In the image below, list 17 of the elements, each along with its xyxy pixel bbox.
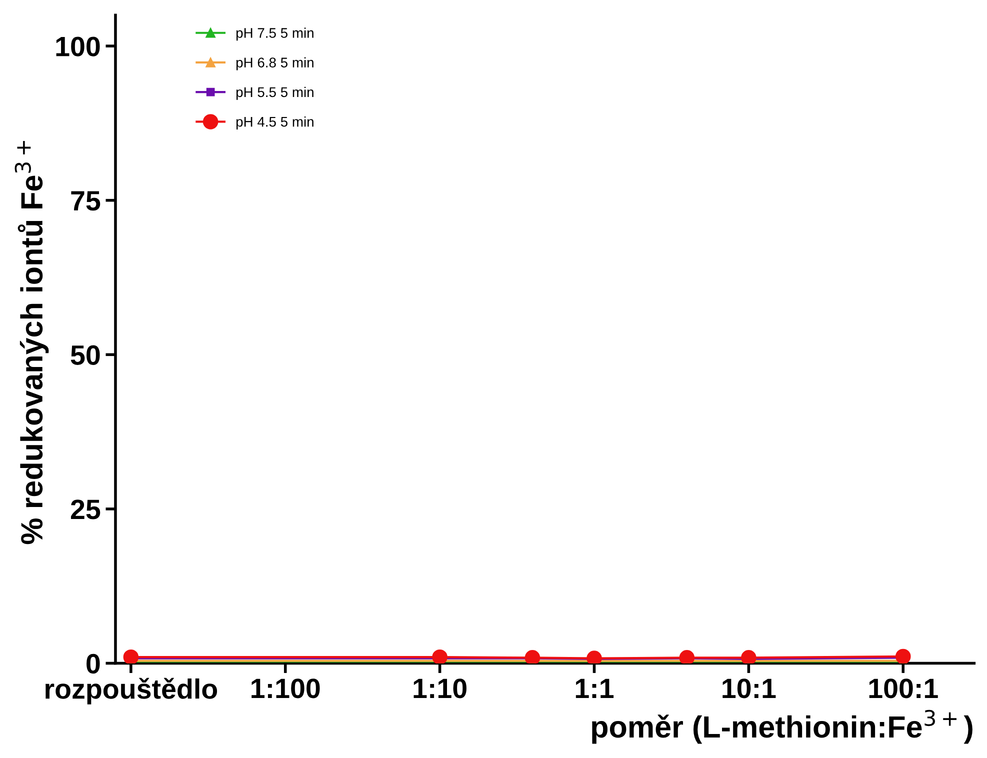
x-tick-label: 1:10	[414, 678, 466, 698]
x-tick-label: 100:1	[869, 678, 938, 698]
y-tick-label: 100	[56, 36, 100, 56]
legend-label: pH 5.5 5 min	[236, 86, 314, 100]
x-axis-title: poměr (L-methionin:Fe$^{3+}$)	[592, 710, 972, 744]
y-tick-label: 0	[86, 654, 100, 674]
y-tick-label: 75	[71, 191, 100, 211]
x-tick-label: 1:1	[576, 678, 614, 698]
x-tick-label: rozpouštědlo	[46, 678, 218, 704]
legend-label: pH 4.5 5 min	[236, 116, 314, 130]
x-tick-label: 10:1	[722, 678, 776, 698]
y-axis-title: % redukovaných iontů Fe$^{3+}$	[14, 140, 49, 544]
legend-label: pH 7.5 5 min	[236, 28, 314, 41]
y-tick-label: 25	[70, 500, 100, 520]
legend-label: pH 6.8 5 min	[236, 57, 314, 70]
y-tick-label: 50	[70, 345, 100, 365]
x-tick-label: 1:100	[252, 678, 320, 698]
